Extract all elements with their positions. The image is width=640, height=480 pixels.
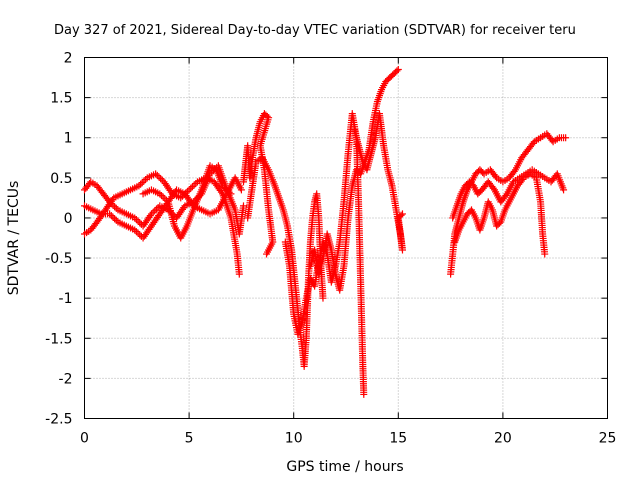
data-point: [219, 182, 227, 190]
data-point: [152, 205, 160, 213]
data-point: [562, 134, 570, 142]
data-point: [529, 139, 537, 147]
data-point: [394, 66, 402, 74]
data-point: [152, 170, 160, 178]
data-point: [225, 188, 233, 196]
y-tick-label: 0.5: [50, 171, 72, 187]
data-point: [134, 217, 142, 225]
x-tick-label: 20: [494, 431, 512, 447]
data-point: [489, 184, 497, 192]
x-tick-label: 25: [599, 431, 617, 447]
axis-ticks: 0 5 10 15 20 25 2 1.5 1 0.5 0 -0.5 -1 -1.5 -2 -2.5: [45, 51, 616, 447]
data-point: [155, 173, 163, 181]
data-point: [138, 179, 146, 187]
data-point: [142, 175, 150, 183]
data-point: [135, 182, 143, 190]
data-point: [137, 180, 145, 188]
data-point: [109, 213, 117, 221]
plot-frame: [84, 57, 608, 419]
y-tick-label: -2: [59, 371, 73, 387]
data-point: [187, 184, 195, 192]
data-point: [106, 210, 114, 218]
data-point: [192, 179, 200, 187]
series-track-9: [350, 110, 406, 254]
data-point: [134, 229, 142, 237]
data-point: [188, 183, 196, 191]
series-track-12: [451, 170, 549, 258]
data-point: [131, 226, 139, 234]
data-point: [227, 190, 235, 198]
series-track-8: [306, 66, 402, 294]
data-point: [131, 214, 139, 222]
data-point: [157, 191, 165, 199]
data-point: [111, 203, 119, 211]
data-point: [263, 250, 271, 258]
data-point: [112, 204, 120, 212]
series-track-4: [139, 162, 235, 242]
data-point: [180, 191, 188, 199]
data-point: [151, 207, 159, 215]
data-point: [177, 194, 185, 202]
y-axis-label: SDTVAR / TECUs: [6, 181, 22, 296]
data-point: [183, 187, 191, 195]
y-tick-label: -0.5: [45, 251, 72, 267]
data-point: [140, 177, 148, 185]
data-point: [510, 167, 518, 175]
y-tick-label: -1.5: [45, 331, 72, 347]
data-point: [220, 183, 228, 191]
data-point: [235, 270, 243, 278]
data-point: [541, 250, 549, 258]
data-point: [360, 390, 368, 398]
y-tick-label: 0: [64, 211, 73, 227]
data-point: [398, 210, 406, 218]
data-point: [397, 211, 405, 219]
x-axis-label: GPS time / hours: [286, 459, 403, 475]
data-point: [153, 171, 161, 179]
data-point: [190, 181, 198, 189]
data-point: [178, 192, 186, 200]
y-tick-label: 2: [64, 51, 73, 67]
data-point: [163, 196, 171, 204]
data-point: [237, 186, 245, 194]
data-point: [161, 195, 169, 203]
data-point: [157, 175, 165, 183]
data-point: [393, 67, 401, 75]
series-track-6: [244, 154, 327, 370]
data-point: [154, 204, 162, 212]
data-point: [491, 172, 499, 180]
x-tick-label: 15: [389, 431, 407, 447]
chart-title: Day 327 of 2021, Sidereal Day-to-day VTE…: [54, 23, 576, 38]
data-point: [239, 202, 247, 210]
x-tick-label: 10: [285, 431, 303, 447]
data-point: [217, 188, 225, 196]
data-point: [560, 186, 568, 194]
data-point: [502, 191, 510, 199]
data-point: [182, 189, 190, 197]
series-track-3: [81, 170, 243, 278]
data-point: [519, 175, 527, 183]
data-point: [132, 228, 140, 236]
data-point: [149, 208, 157, 216]
data-point: [112, 216, 120, 224]
data-point: [159, 193, 167, 201]
data-point: [147, 210, 155, 218]
y-tick-label: 1.5: [50, 91, 72, 107]
data-point: [224, 187, 232, 195]
y-tick-label: -1: [59, 291, 73, 307]
data-point: [319, 294, 327, 302]
data-point: [107, 212, 115, 220]
data-point: [185, 186, 193, 194]
data-point: [222, 185, 230, 193]
data-point: [132, 216, 140, 224]
data-points: [81, 66, 570, 398]
grid-lines: [84, 57, 608, 419]
y-tick-label: -2.5: [45, 412, 72, 428]
y-tick-label: 1: [64, 131, 73, 147]
x-tick-label: 0: [80, 431, 89, 447]
data-point: [111, 215, 119, 223]
x-tick-label: 5: [185, 431, 194, 447]
data-point: [156, 190, 164, 198]
